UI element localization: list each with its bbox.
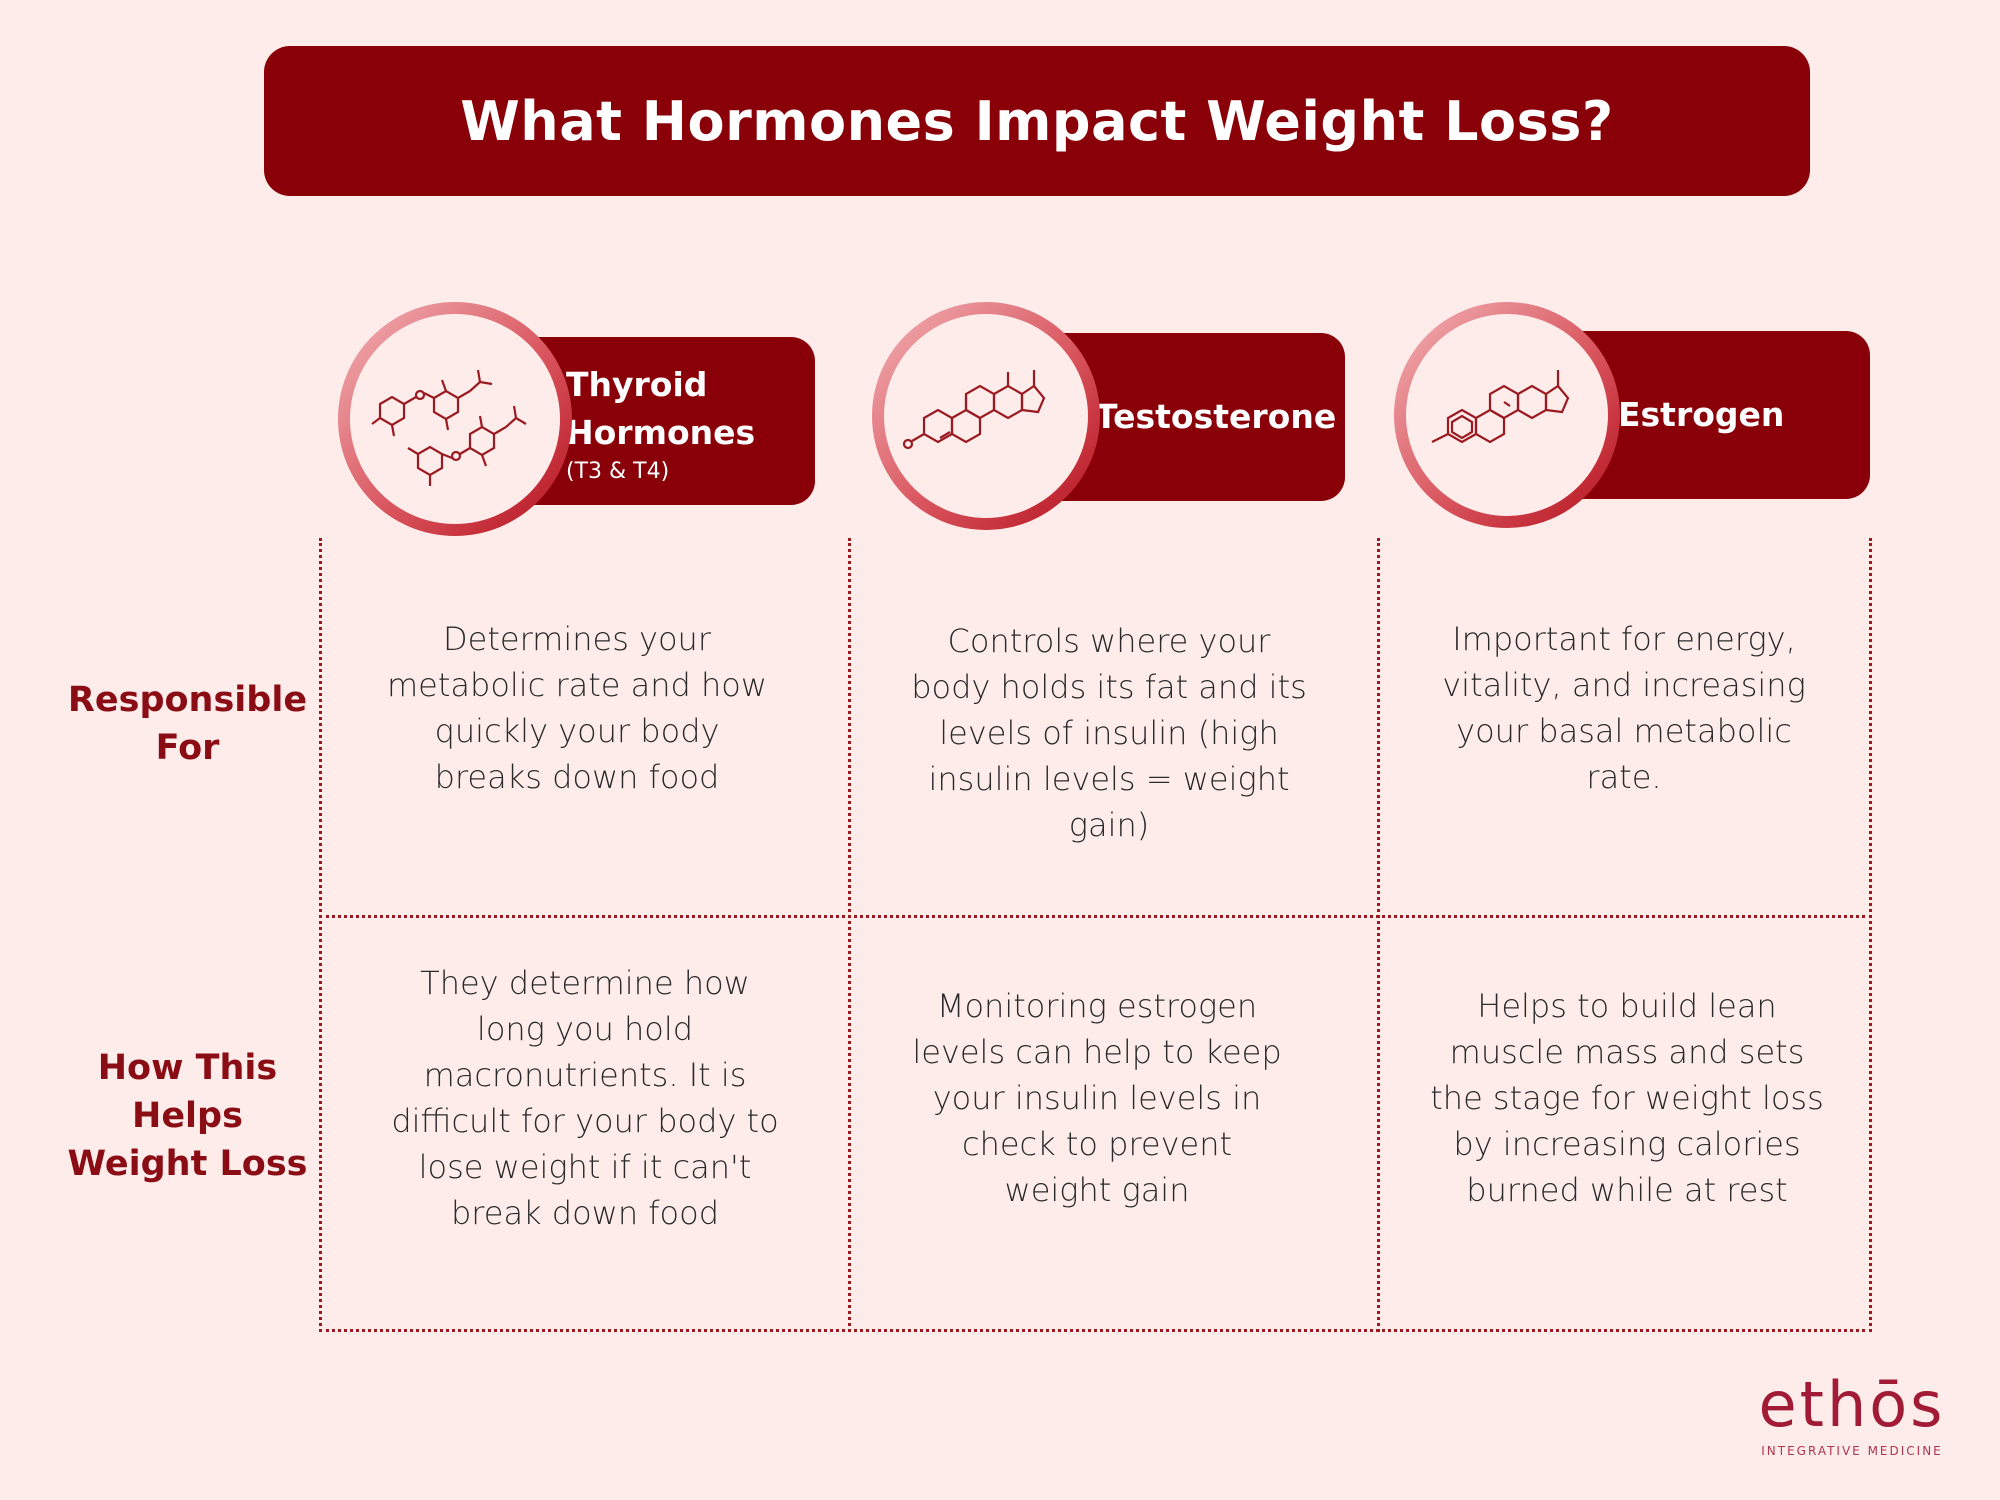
table-cell: Important for energy, vitality, and incr… bbox=[1442, 620, 1806, 796]
thyroid-ring bbox=[338, 302, 572, 536]
row-label-text: For bbox=[155, 728, 220, 768]
hormone-subtitle: (T3 & T4) bbox=[566, 459, 670, 484]
divider bbox=[319, 915, 1872, 918]
divider bbox=[1377, 538, 1380, 1332]
hormone-name: Thyroid bbox=[566, 365, 708, 404]
testosterone-ring bbox=[872, 302, 1100, 530]
page-title: What Hormones Impact Weight Loss? bbox=[460, 89, 1614, 153]
divider bbox=[1869, 538, 1872, 1332]
row-label-text: Weight Loss bbox=[67, 1144, 308, 1184]
table-cell: They determine how long you hold macronu… bbox=[391, 964, 779, 1232]
hormone-name: Estrogen bbox=[1618, 395, 1785, 434]
row-label-responsible-for: Responsible For bbox=[40, 676, 335, 772]
estrogen-molecule-icon bbox=[1431, 370, 1570, 444]
ethos-logo: ethōs INTEGRATIVE MEDICINE bbox=[1742, 1368, 1962, 1459]
row-label-how-this-helps: How This Helps Weight Loss bbox=[40, 1044, 335, 1188]
divider bbox=[848, 538, 851, 1332]
table-cell: Controls where your body holds its fat a… bbox=[911, 622, 1307, 844]
testosterone-molecule-icon bbox=[902, 370, 1046, 450]
thyroid-molecule-icon bbox=[371, 369, 527, 486]
title-banner: What Hormones Impact Weight Loss? bbox=[264, 46, 1810, 196]
logo-wordmark: ethōs bbox=[1758, 1368, 1946, 1441]
divider bbox=[319, 1329, 1872, 1332]
hormone-name: Hormones bbox=[566, 413, 756, 452]
row-label-text: Responsible bbox=[67, 680, 308, 720]
table-cell: Determines your metabolic rate and how q… bbox=[386, 620, 768, 796]
estrogen-ring bbox=[1394, 302, 1620, 528]
row-label-text: Helps bbox=[132, 1096, 243, 1136]
table-cell: Helps to build lean muscle mass and sets… bbox=[1430, 987, 1824, 1209]
comparison-table: Determines your metabolic rate and how q… bbox=[319, 538, 1872, 1332]
row-label-text: How This bbox=[97, 1048, 278, 1088]
table-cell: Monitoring estrogen levels can help to k… bbox=[912, 987, 1282, 1209]
logo-tagline: INTEGRATIVE MEDICINE bbox=[1761, 1444, 1943, 1458]
divider bbox=[319, 538, 322, 1332]
hormone-name: Testosterone bbox=[1095, 397, 1337, 436]
